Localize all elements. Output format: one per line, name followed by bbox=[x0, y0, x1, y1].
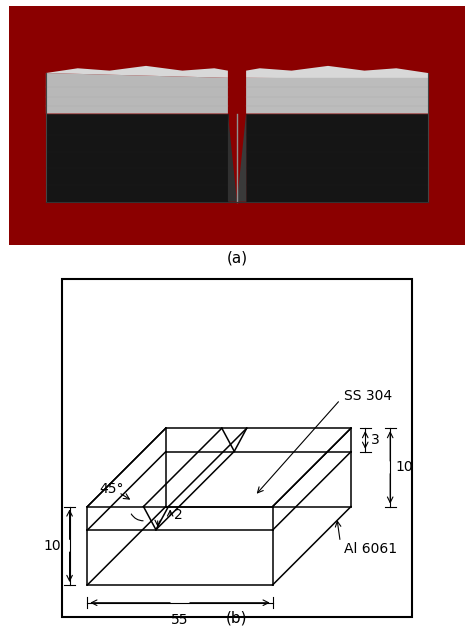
Text: 2: 2 bbox=[174, 508, 182, 522]
Text: (b): (b) bbox=[226, 611, 248, 626]
Text: Al 6061: Al 6061 bbox=[344, 542, 397, 556]
Text: (a): (a) bbox=[227, 250, 247, 266]
Text: 45°: 45° bbox=[99, 482, 124, 496]
Polygon shape bbox=[246, 113, 428, 202]
Polygon shape bbox=[246, 66, 428, 78]
Polygon shape bbox=[228, 113, 237, 202]
Polygon shape bbox=[246, 73, 428, 113]
Polygon shape bbox=[46, 73, 228, 113]
Polygon shape bbox=[46, 113, 228, 202]
Polygon shape bbox=[237, 113, 246, 202]
Text: 3: 3 bbox=[371, 433, 379, 447]
Text: 10: 10 bbox=[43, 539, 61, 553]
Text: 10: 10 bbox=[395, 460, 413, 474]
Text: 55: 55 bbox=[171, 614, 189, 628]
Text: SS 304: SS 304 bbox=[344, 389, 392, 403]
Polygon shape bbox=[46, 66, 228, 78]
